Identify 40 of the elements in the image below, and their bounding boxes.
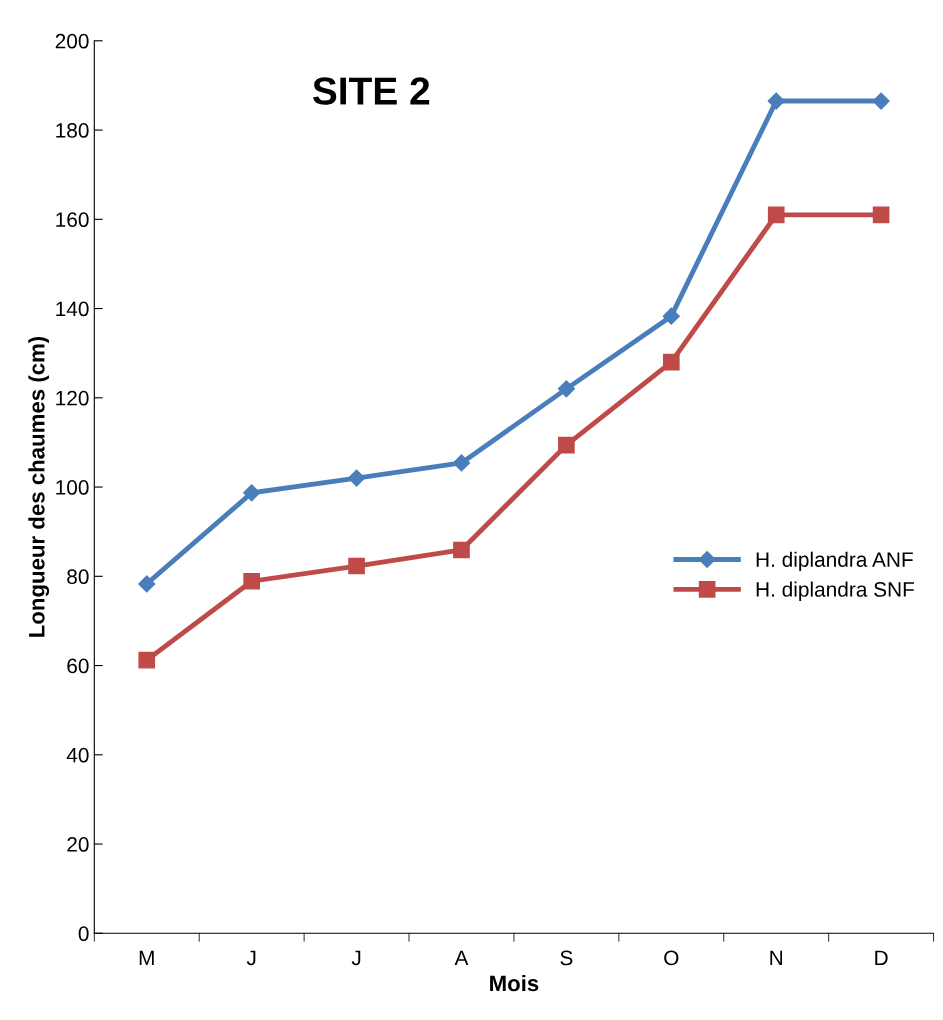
y-axis-title: Longueur des chaumes (cm) [28, 336, 50, 637]
y-tick-label: 120 [56, 390, 89, 406]
point [558, 436, 575, 454]
y-tick-label: 140 [56, 301, 89, 317]
point [872, 92, 890, 110]
point [243, 484, 261, 502]
point [767, 206, 785, 224]
x-tick-label: S [560, 950, 573, 966]
point [348, 469, 366, 487]
x-tick-label: O [664, 950, 679, 966]
point [872, 206, 890, 224]
point [767, 92, 785, 110]
x-tick-label: A [454, 950, 469, 966]
y-tick-label: 80 [67, 569, 89, 585]
y-tick-label: 60 [67, 658, 89, 674]
point [662, 307, 680, 325]
x-tick-label: J [351, 950, 361, 966]
point [662, 353, 680, 371]
point [452, 454, 471, 472]
x-tick-label: J [246, 950, 256, 966]
y-tick-label: 20 [67, 837, 89, 852]
y-tick-label: 160 [56, 212, 89, 228]
x-tick-label: N [770, 950, 783, 966]
y-tick-label: 100 [56, 480, 89, 495]
y-tick-label: 200 [55, 33, 89, 49]
x-axis-title: Mois [490, 974, 539, 992]
legend-label: H. diplandra ANF [756, 551, 913, 572]
y-tick-label: 40 [66, 747, 89, 763]
y-tick-label: 180 [56, 123, 89, 138]
x-tick-label: D [875, 950, 888, 966]
point [557, 380, 575, 398]
point [348, 557, 365, 575]
text: SITE 2 [312, 77, 430, 105]
legend-label: H. diplandra SNF [756, 581, 914, 601]
point [243, 572, 260, 590]
point [138, 651, 156, 669]
x-tick-label: M [139, 950, 154, 966]
point [453, 541, 470, 559]
y-tick-label: 0 [78, 926, 89, 942]
point [138, 575, 156, 593]
